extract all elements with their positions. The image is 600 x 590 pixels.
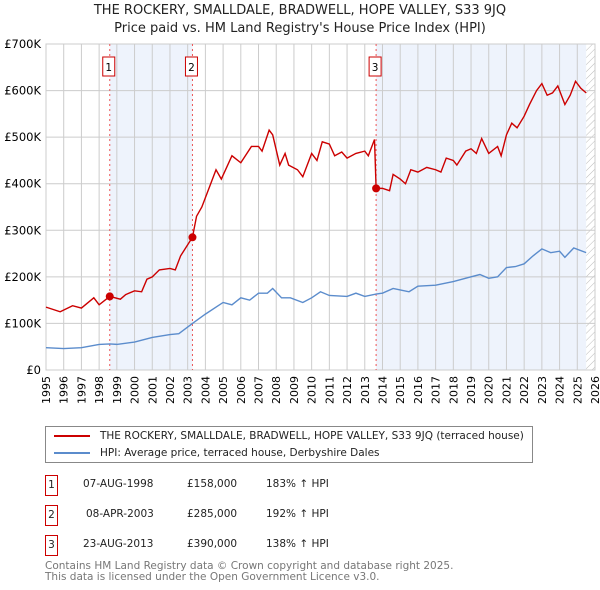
- x-tick-label: 2023: [536, 376, 549, 404]
- chart-subtitle: Price paid vs. HM Land Registry's House …: [114, 21, 486, 36]
- footer-copyright: Contains HM Land Registry data © Crown c…: [45, 560, 454, 572]
- footer-licence: This data is licensed under the Open Gov…: [45, 571, 380, 583]
- legend: THE ROCKERY, SMALLDALE, BRADWELL, HOPE V…: [45, 426, 533, 463]
- x-tick-label: 2022: [518, 376, 531, 404]
- sale-marker-box: [184, 56, 198, 77]
- forecast-hatch: [586, 44, 595, 370]
- sale-marker-number: 1: [105, 62, 112, 74]
- legend-label-hpi: HPI: Average price, terraced house, Derb…: [100, 447, 380, 459]
- hpi-line: [45, 247, 587, 350]
- x-tick-label: 2011: [323, 376, 336, 404]
- x-tick-label: 2003: [182, 376, 195, 404]
- x-tick-label: 1996: [58, 376, 71, 404]
- sale-date: 08-APR-2003: [86, 508, 154, 520]
- x-tick-label: 2008: [270, 376, 283, 404]
- sale-price: £285,000: [187, 508, 238, 520]
- plot-frame: [45, 43, 596, 371]
- x-tick-label: 2001: [146, 376, 159, 404]
- x-tick-label: 1997: [75, 376, 88, 404]
- x-tick-label: 2019: [465, 376, 478, 404]
- sale-point: [188, 233, 197, 242]
- x-tick-label: 2018: [447, 376, 460, 404]
- x-tick-label: 2000: [129, 376, 142, 404]
- x-tick-label: 2002: [164, 376, 177, 404]
- x-tick-label: 2015: [394, 376, 407, 404]
- x-tick-label: 2014: [376, 376, 389, 404]
- sale-marker-label: 2: [45, 505, 58, 526]
- sale-marker-label: 3: [45, 535, 58, 556]
- legend-label-property: THE ROCKERY, SMALLDALE, BRADWELL, HOPE V…: [100, 430, 524, 442]
- x-tick-label: 2017: [430, 376, 443, 404]
- y-tick-label: £0: [26, 363, 41, 377]
- sale-marker-number: 2: [188, 62, 195, 74]
- x-tick-label: 1999: [111, 376, 124, 404]
- sale-point: [372, 184, 381, 193]
- x-tick-label: 2026: [589, 376, 600, 404]
- x-tick-label: 2005: [217, 376, 230, 404]
- x-tick-label: 2012: [341, 376, 354, 404]
- x-tick-label: 2024: [554, 376, 567, 404]
- x-tick-label: 2020: [483, 376, 496, 404]
- x-tick-label: 2007: [253, 376, 266, 404]
- x-tick-label: 2010: [306, 376, 319, 404]
- sale-point: [105, 292, 114, 301]
- x-tick-label: 2025: [571, 376, 584, 404]
- x-tick-label: 2006: [235, 376, 248, 404]
- legend-swatch-hpi: [54, 452, 90, 454]
- y-tick-label: £600K: [4, 84, 41, 98]
- shaded-region-2: [376, 44, 587, 370]
- y-tick-label: £200K: [4, 270, 41, 284]
- x-tick-label: 2016: [412, 376, 425, 404]
- y-tick-label: £400K: [4, 177, 41, 191]
- legend-swatch-property: [54, 435, 90, 437]
- sale-row-2: 2 08-APR-2003 £285,000 192% ↑ HPI: [45, 505, 445, 526]
- sale-marker-box: [102, 56, 116, 77]
- x-tick-label: 2004: [199, 376, 212, 404]
- sale-date: 07-AUG-1998: [83, 478, 154, 490]
- x-tick-label: 1995: [40, 376, 53, 404]
- sale-price: £158,000: [187, 478, 238, 490]
- property-price-line: [45, 79, 587, 313]
- x-tick-label: 2013: [359, 376, 372, 404]
- x-tick-label: 2021: [500, 376, 513, 404]
- shaded-region-1: [109, 44, 193, 370]
- sale-marker-box: [368, 56, 382, 77]
- legend-item-property: THE ROCKERY, SMALLDALE, BRADWELL, HOPE V…: [54, 430, 524, 442]
- sale-date: 23-AUG-2013: [83, 538, 154, 550]
- sale-price: £390,000: [187, 538, 238, 550]
- y-tick-label: £100K: [4, 316, 41, 330]
- sale-row-1: 1 07-AUG-1998 £158,000 183% ↑ HPI: [45, 475, 445, 496]
- y-tick-label: £500K: [4, 130, 41, 144]
- y-tick-label: £700K: [4, 37, 41, 51]
- sale-hpi: 183% ↑ HPI: [266, 478, 329, 490]
- y-tick-label: £300K: [4, 223, 41, 237]
- sale-hpi: 138% ↑ HPI: [266, 538, 329, 550]
- x-tick-label: 2009: [288, 376, 301, 404]
- chart-title: THE ROCKERY, SMALLDALE, BRADWELL, HOPE V…: [93, 3, 507, 18]
- sale-marker-number: 3: [372, 62, 379, 74]
- sale-row-3: 3 23-AUG-2013 £390,000 138% ↑ HPI: [45, 535, 445, 556]
- sale-marker-label: 1: [45, 475, 58, 496]
- legend-item-hpi: HPI: Average price, terraced house, Derb…: [54, 447, 380, 459]
- sale-hpi: 192% ↑ HPI: [266, 508, 329, 520]
- x-tick-label: 1998: [93, 376, 106, 404]
- price-chart: 1995 1996 1997 1998 1999 2000 2001 2002 2003 2004…: [4, 37, 600, 404]
